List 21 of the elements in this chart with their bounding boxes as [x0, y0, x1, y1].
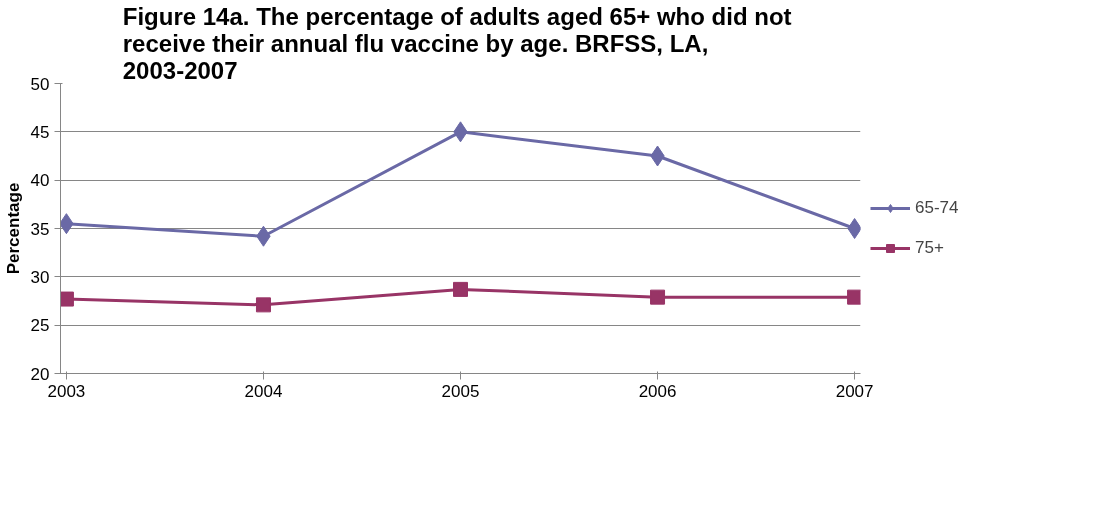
- point: [650, 289, 666, 305]
- x-tick-label: 2005: [441, 381, 480, 401]
- y-tick-label: 30: [30, 267, 50, 287]
- y-tick-label: 40: [30, 171, 50, 191]
- chart-title: Figure 14a. The percentage of adults aged 65+ who did not receive their annual flu vaccine by age. BRFSS, LA, 2003-2007: [122, 2, 792, 84]
- legend-label: 75+: [915, 238, 944, 258]
- y-tick-label: 50: [30, 74, 50, 94]
- x-tick-label: 2003: [47, 381, 86, 401]
- point: [847, 289, 861, 305]
- y-axis-title: Percentage: [3, 182, 23, 275]
- point: [60, 291, 74, 307]
- x-tick-label: 2006: [638, 381, 677, 401]
- legend-label: 65-74: [915, 198, 959, 218]
- y-tick-label: 20: [30, 364, 50, 384]
- y-tick-label: 45: [30, 122, 50, 142]
- x-tick-label: 2007: [835, 381, 874, 401]
- point: [255, 297, 271, 313]
- y-tick-label: 25: [30, 316, 50, 336]
- y-tick-label: 35: [30, 219, 50, 239]
- point: [453, 281, 468, 297]
- x-tick-label: 2004: [244, 381, 283, 401]
